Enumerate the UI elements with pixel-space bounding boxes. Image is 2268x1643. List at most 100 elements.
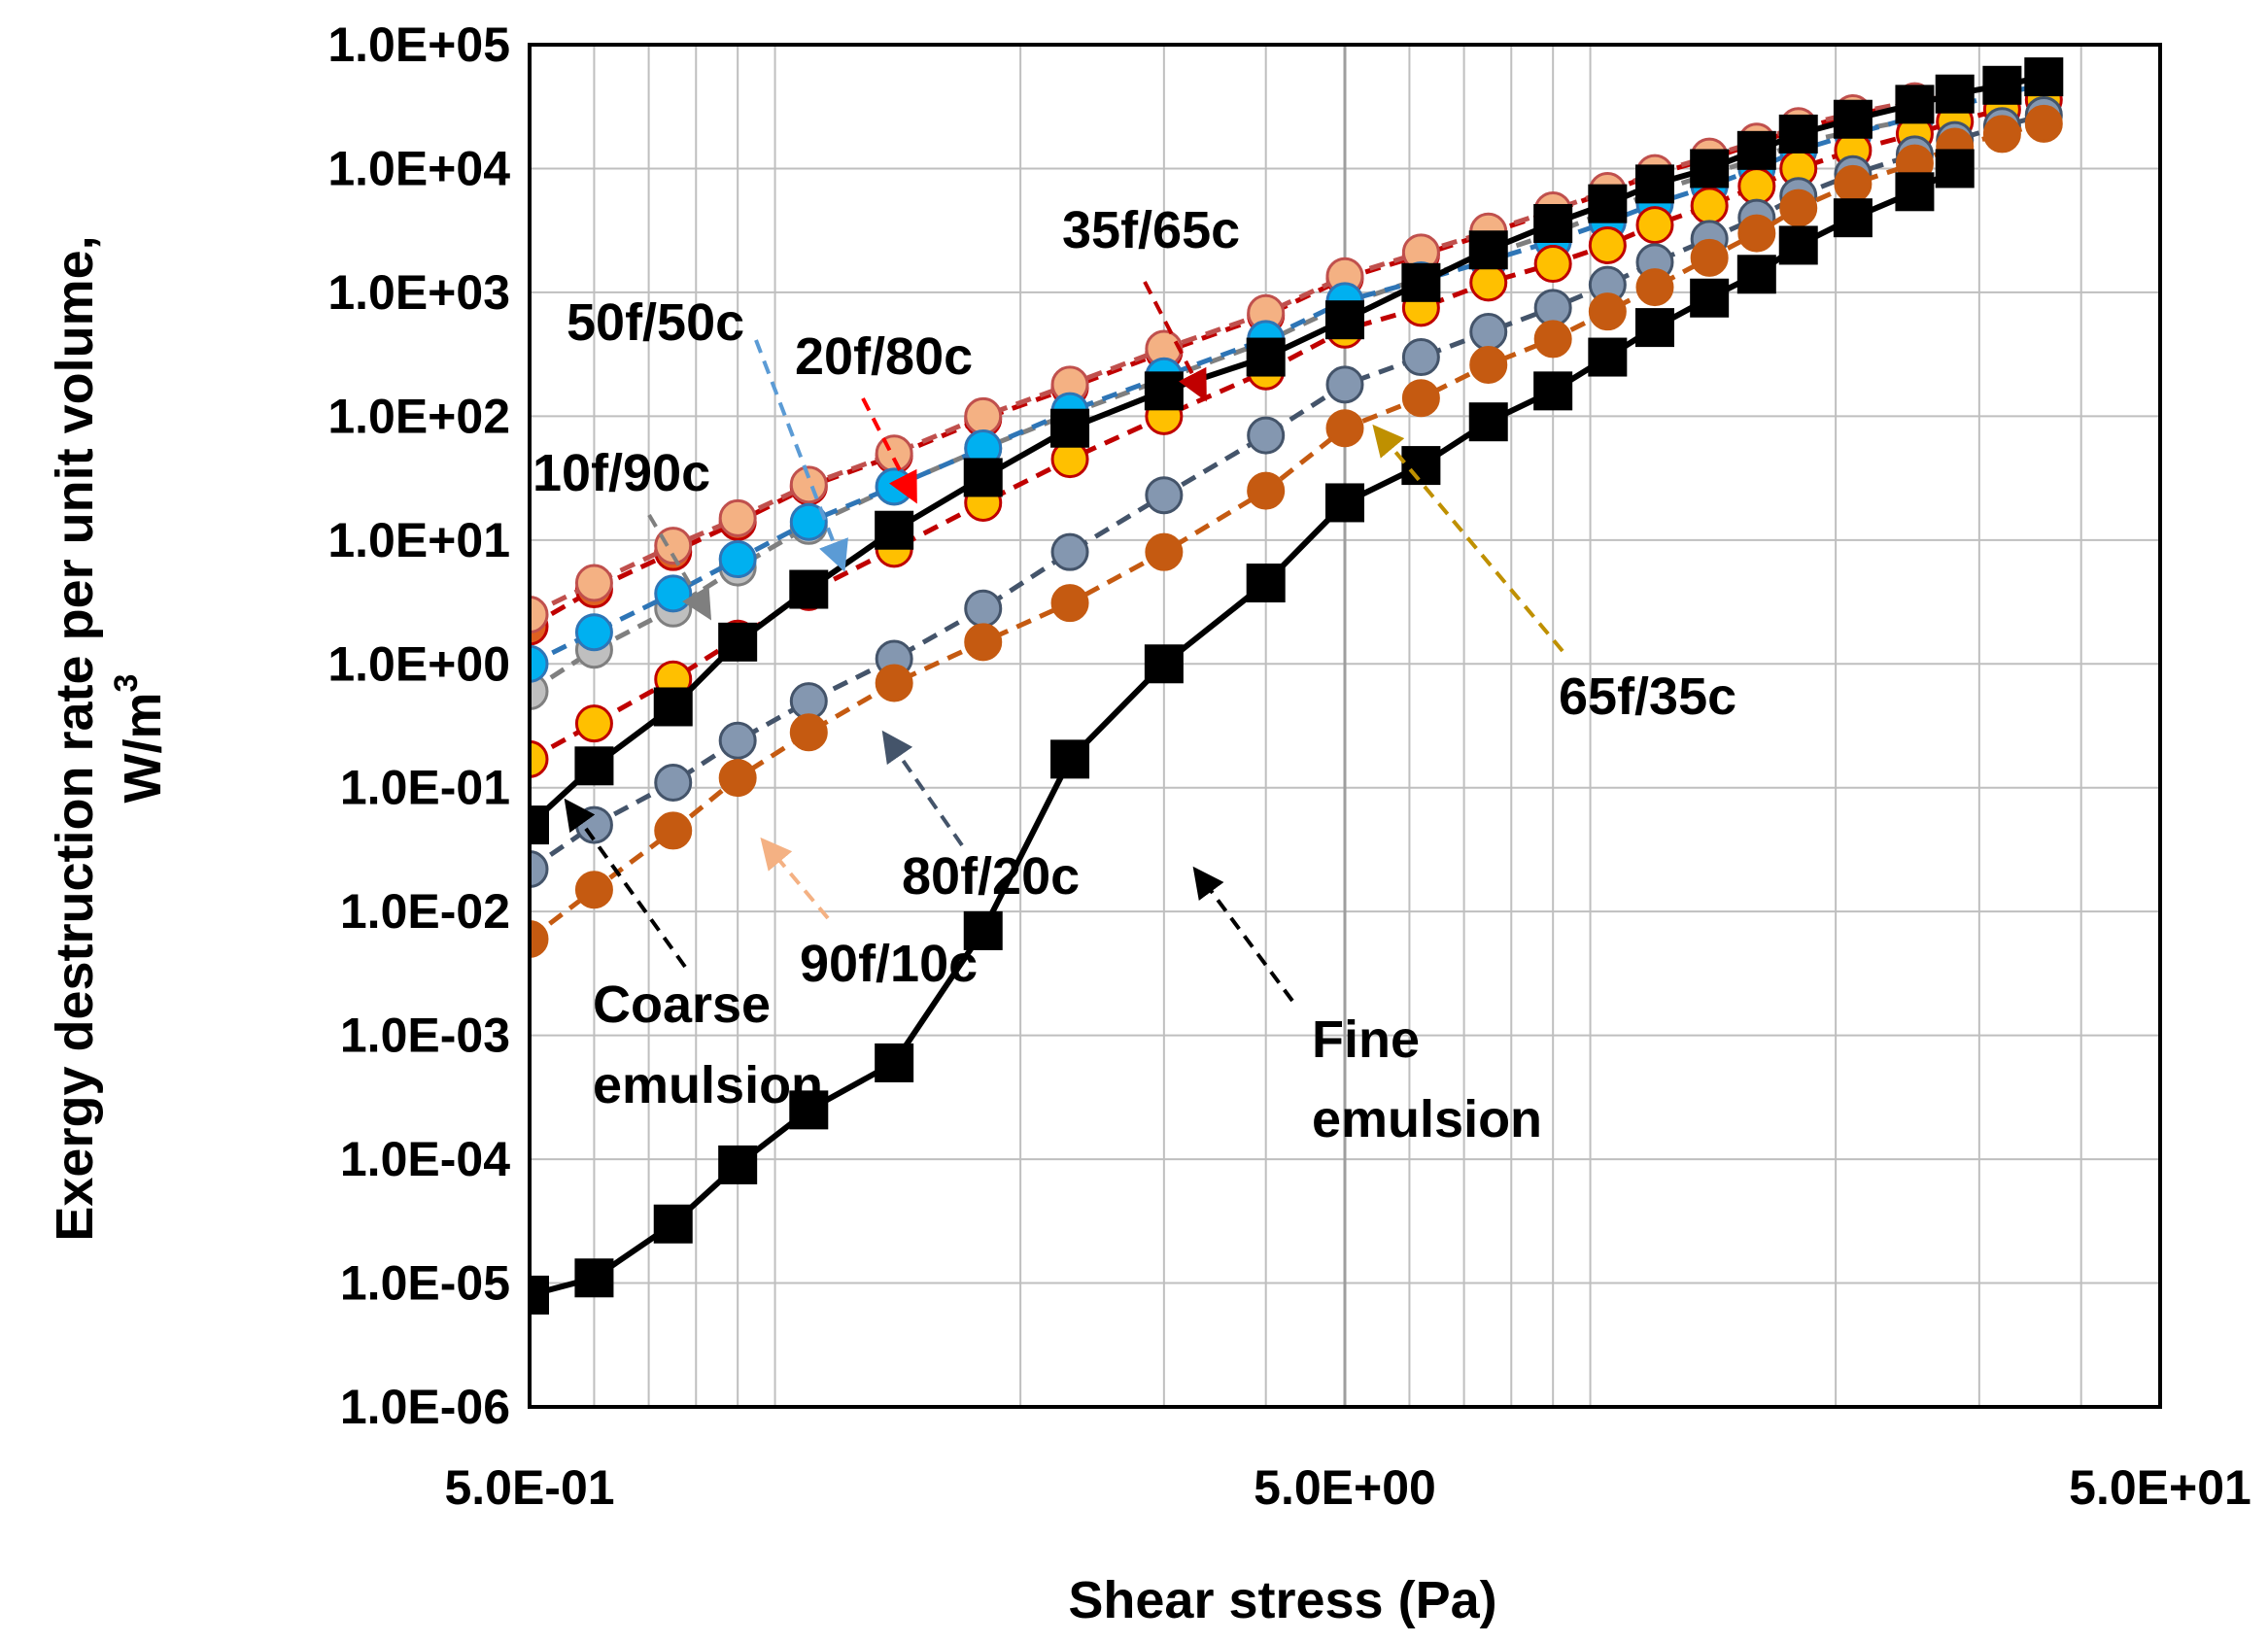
y-tick-label: 1.0E-03 — [340, 1009, 510, 1063]
arrow-90f10c — [760, 837, 830, 920]
y-axis-title-line1: Exergy destruction rate per unit volume, — [46, 235, 104, 1241]
point-coarse-emulsion — [1833, 99, 1873, 139]
x-tick-label: 5.0E+00 — [1254, 1460, 1436, 1515]
point-coarse-emulsion — [789, 569, 829, 609]
series-line-fine-emulsion — [530, 165, 1957, 1298]
label-50f50c: 50f/50c — [567, 293, 744, 352]
point-90f-10c — [1401, 379, 1440, 418]
point-65f-35c — [1690, 187, 1729, 225]
point-90f-10c — [718, 759, 757, 798]
point-50f-50c — [718, 540, 757, 579]
y-tick-label: 1.0E+01 — [327, 513, 510, 567]
x-axis-title: Shear stress (Pa) — [1068, 1571, 1496, 1629]
point-80f-20c — [718, 721, 757, 760]
label-65f35c: 65f/35c — [1559, 667, 1736, 726]
arrow-fine — [1192, 866, 1294, 1003]
point-90f-10c — [1737, 214, 1776, 253]
label-20f80c: 20f/80c — [795, 327, 973, 386]
point-fine-emulsion — [1246, 564, 1286, 603]
point-90f-10c — [1247, 471, 1286, 510]
series-layer — [530, 57, 2064, 1315]
point-90f-10c — [1588, 292, 1627, 331]
series-50f-50c — [530, 65, 2063, 683]
label-fine-line1: Fine — [1312, 1010, 1420, 1069]
point-fine-emulsion — [1468, 402, 1508, 442]
point-35f-65c — [875, 434, 913, 473]
point-fine-emulsion — [574, 1258, 614, 1298]
point-coarse-emulsion — [1468, 230, 1508, 270]
point-fine-emulsion — [1050, 739, 1090, 779]
point-65f-35c — [1588, 225, 1627, 264]
point-coarse-emulsion — [1634, 164, 1674, 204]
label-35f65c: 35f/65c — [1062, 201, 1240, 259]
y-axis-title-line2: W/m3 — [108, 674, 172, 804]
point-90f-10c — [1469, 345, 1508, 384]
point-fine-emulsion — [1144, 644, 1184, 684]
point-90f-10c — [530, 919, 549, 958]
point-90f-10c — [654, 811, 693, 850]
point-coarse-emulsion — [1736, 130, 1776, 170]
point-65f-35c — [1635, 206, 1674, 245]
point-90f-10c — [1325, 409, 1364, 448]
point-35f-65c — [789, 465, 828, 504]
x-tick-label: 5.0E+01 — [2069, 1460, 2251, 1515]
point-80f-20c — [1325, 365, 1364, 404]
series-line-20f-80c — [530, 91, 1956, 630]
point-fine-emulsion — [653, 1204, 693, 1244]
point-fine-emulsion — [875, 1043, 914, 1082]
point-coarse-emulsion — [963, 458, 1003, 497]
point-80f-20c — [964, 589, 1003, 628]
point-fine-emulsion — [1778, 225, 1818, 265]
label-coarse-line2: emulsion — [593, 1056, 823, 1114]
point-65f-35c — [1469, 263, 1508, 302]
y-tick-label: 1.0E-01 — [340, 761, 510, 815]
label-coarse-line1: Coarse — [593, 976, 771, 1034]
point-35f-65c — [964, 396, 1003, 435]
y-tick-label: 1.0E+05 — [327, 17, 510, 72]
point-coarse-emulsion — [1533, 204, 1573, 244]
point-coarse-emulsion — [1895, 85, 1935, 124]
point-fine-emulsion — [530, 1275, 549, 1315]
arrow-10f90c — [647, 513, 712, 621]
point-90f-10c — [1145, 532, 1184, 571]
point-35f-65c — [718, 498, 757, 537]
point-coarse-emulsion — [1401, 262, 1441, 302]
point-fine-emulsion — [789, 1090, 829, 1130]
point-65f-35c — [530, 739, 549, 778]
point-90f-10c — [1690, 238, 1729, 277]
point-fine-emulsion — [1935, 149, 1975, 188]
point-80f-20c — [1050, 532, 1089, 571]
point-coarse-emulsion — [1935, 74, 1975, 114]
y-tick-label: 1.0E+03 — [327, 265, 510, 320]
point-80f-20c — [1247, 416, 1286, 455]
point-coarse-emulsion — [1050, 408, 1090, 448]
point-35f-65c — [574, 564, 613, 602]
arrow-20f80c — [861, 397, 917, 504]
label-fine-line2: emulsion — [1312, 1090, 1542, 1148]
point-fine-emulsion — [1588, 337, 1628, 377]
point-80f-20c — [530, 850, 549, 889]
series-90f-10c — [530, 104, 2063, 958]
point-80f-20c — [1145, 476, 1184, 515]
point-35f-65c — [530, 596, 549, 634]
point-coarse-emulsion — [1690, 149, 1730, 188]
arrow-50f50c — [754, 339, 848, 572]
point-fine-emulsion — [1634, 308, 1674, 348]
point-coarse-emulsion — [1778, 114, 1818, 154]
point-50f-50c — [654, 574, 693, 613]
point-90f-10c — [574, 871, 613, 909]
point-coarse-emulsion — [2024, 57, 2064, 97]
point-90f-10c — [1834, 164, 1873, 203]
point-90f-10c — [1635, 268, 1674, 307]
point-coarse-emulsion — [718, 622, 758, 662]
point-90f-10c — [1779, 188, 1818, 227]
point-65f-35c — [574, 704, 613, 743]
y-tick-label: 1.0E-04 — [340, 1132, 510, 1186]
series-coarse-emulsion — [530, 57, 2064, 845]
point-coarse-emulsion — [653, 687, 693, 727]
x-tick-labels: 5.0E-01 5.0E+00 5.0E+01 — [444, 1460, 2251, 1515]
point-90f-10c — [789, 713, 828, 752]
point-80f-20c — [654, 763, 693, 802]
point-50f-50c — [789, 502, 828, 541]
arrow-80f20c — [881, 730, 964, 847]
